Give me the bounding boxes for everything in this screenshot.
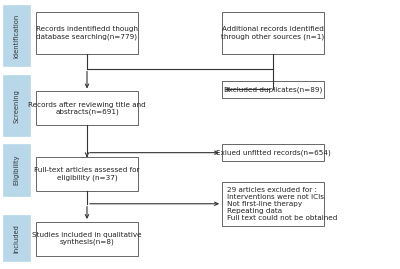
Bar — [3, 5, 30, 66]
Text: Studies included in qualitative
synthesis(n=8): Studies included in qualitative synthesi… — [32, 232, 142, 246]
Bar — [36, 91, 138, 125]
Bar — [36, 12, 138, 54]
Bar — [222, 144, 324, 161]
Bar — [222, 12, 324, 54]
Text: 29 articles excluded for :
Interventions were not ICIs
Not first-line therapy
Re: 29 articles excluded for : Interventions… — [227, 187, 337, 221]
Bar — [222, 182, 324, 226]
Text: Identification: Identification — [14, 13, 20, 58]
Text: Included: Included — [14, 224, 20, 253]
Text: Records indentifiedd though
database searching(n=779): Records indentifiedd though database sea… — [36, 26, 138, 40]
Text: Records after reviewing title and
abstracts(n=691): Records after reviewing title and abstra… — [28, 101, 146, 115]
Text: Full-text articles assessed for
eligibility (n=37): Full-text articles assessed for eligibil… — [34, 167, 140, 181]
Text: Screening: Screening — [14, 89, 20, 122]
Text: Exlued unfitted records(n=654): Exlued unfitted records(n=654) — [216, 149, 330, 156]
Bar — [36, 222, 138, 256]
Bar — [222, 81, 324, 98]
Text: Excluded duplicates(n=89): Excluded duplicates(n=89) — [224, 86, 322, 93]
Text: Additional records identified
through other sources (n=1): Additional records identified through ot… — [222, 26, 324, 40]
Bar — [3, 144, 30, 196]
Bar — [3, 75, 30, 136]
Bar — [3, 215, 30, 261]
Text: Eligibility: Eligibility — [14, 155, 20, 185]
Bar — [36, 157, 138, 191]
